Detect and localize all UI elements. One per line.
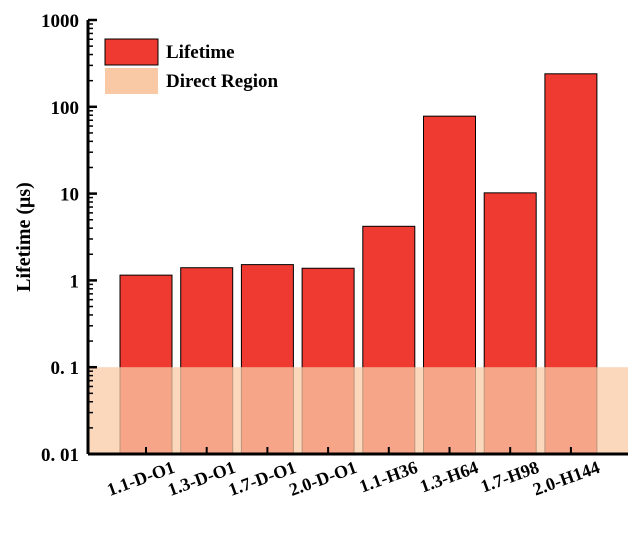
y-tick-label: 0. 1 — [51, 358, 80, 379]
y-tick-label: 1000 — [41, 11, 79, 32]
legend-label-lifetime: Lifetime — [166, 42, 235, 63]
x-tick-label: 1.3-H64 — [417, 457, 481, 496]
y-tick-label: 100 — [51, 98, 80, 119]
legend-swatch-lifetime — [104, 38, 159, 66]
x-tick-label: 1.7-D-O1 — [226, 457, 299, 500]
y-tick-label: 10 — [60, 185, 79, 206]
x-tick-label: 1.7-H98 — [478, 457, 542, 496]
y-tick-label: 0. 01 — [41, 445, 79, 466]
legend-swatch-direct-region — [105, 68, 158, 94]
direct-region-band — [88, 367, 628, 454]
x-tick-label: 2.0-D-O1 — [286, 457, 359, 500]
y-axis-title: Lifetime (μs) — [13, 182, 35, 292]
y-tick-label: 1 — [70, 271, 80, 292]
legend: Lifetime Direct Region — [104, 38, 278, 94]
x-tick-label: 1.1-H36 — [356, 457, 420, 496]
x-tick-label: 1.3-D-O1 — [165, 457, 238, 500]
legend-label-direct-region: Direct Region — [166, 71, 278, 92]
x-tick-label: 2.0-H144 — [530, 457, 602, 500]
x-tick-label: 1.1-D-O1 — [104, 457, 177, 500]
